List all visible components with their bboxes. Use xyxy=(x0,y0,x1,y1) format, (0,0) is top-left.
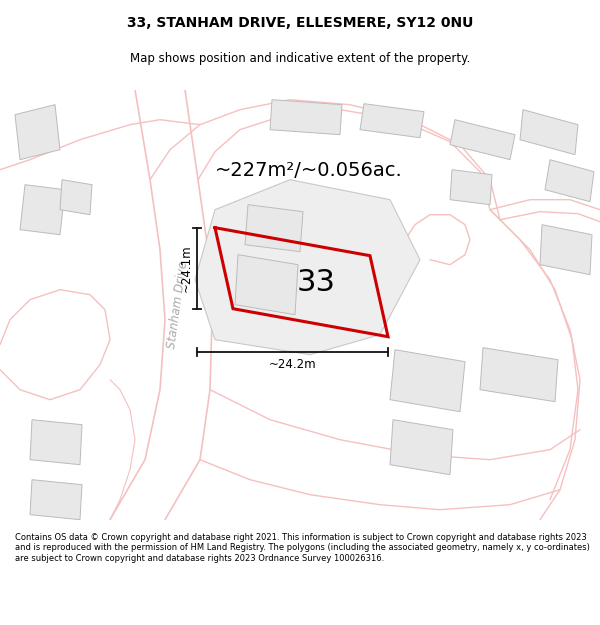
Polygon shape xyxy=(195,180,420,355)
Polygon shape xyxy=(30,420,82,465)
Text: ~24.2m: ~24.2m xyxy=(269,357,316,371)
Polygon shape xyxy=(30,480,82,520)
Polygon shape xyxy=(360,104,424,138)
Text: 33: 33 xyxy=(297,268,336,297)
Polygon shape xyxy=(390,350,465,412)
Polygon shape xyxy=(545,159,594,202)
Text: ~24.1m: ~24.1m xyxy=(180,244,193,292)
Text: 33, STANHAM DRIVE, ELLESMERE, SY12 0NU: 33, STANHAM DRIVE, ELLESMERE, SY12 0NU xyxy=(127,16,473,30)
Text: Map shows position and indicative extent of the property.: Map shows position and indicative extent… xyxy=(130,52,470,65)
Polygon shape xyxy=(235,255,298,315)
Polygon shape xyxy=(270,99,342,134)
Polygon shape xyxy=(520,110,578,154)
Polygon shape xyxy=(480,348,558,402)
Polygon shape xyxy=(15,104,60,159)
Polygon shape xyxy=(20,185,65,234)
Text: Contains OS data © Crown copyright and database right 2021. This information is : Contains OS data © Crown copyright and d… xyxy=(15,533,590,562)
Polygon shape xyxy=(245,205,303,252)
Polygon shape xyxy=(540,224,592,275)
Polygon shape xyxy=(450,120,515,159)
Text: ~227m²/~0.056ac.: ~227m²/~0.056ac. xyxy=(215,161,403,180)
Polygon shape xyxy=(60,180,92,214)
Polygon shape xyxy=(450,169,492,205)
Polygon shape xyxy=(390,420,453,475)
Text: Stanham Drive: Stanham Drive xyxy=(166,260,191,349)
